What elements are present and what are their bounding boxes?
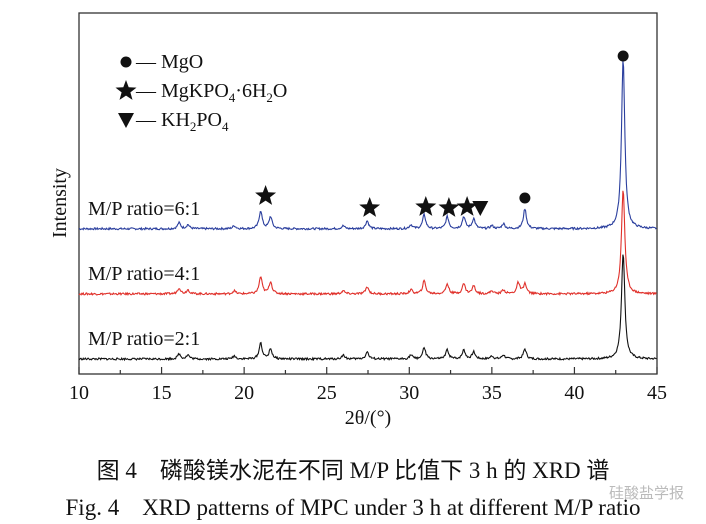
series-line-2 <box>78 190 657 297</box>
x-axis-label: 2θ/(°) <box>345 407 391 429</box>
series-label: M/P ratio=4:1 <box>88 263 200 285</box>
x-tick-label: 35 <box>482 382 502 404</box>
star-icon <box>415 196 437 216</box>
triangle-down-icon <box>118 113 134 128</box>
x-tick-label: 15 <box>152 382 172 404</box>
star-icon <box>359 197 381 217</box>
x-tick-label: 10 <box>69 382 89 404</box>
x-tick-label: 40 <box>564 382 584 404</box>
caption-zh: 图 4 磷酸镁水泥在不同 M/P 比值下 3 h 的 XRD 谱 <box>96 458 610 483</box>
circle-icon <box>617 50 629 62</box>
star-icon <box>456 196 478 216</box>
series-label: M/P ratio=6:1 <box>88 198 200 220</box>
caption-en: Fig. 4 XRD patterns of MPC under 3 h at … <box>65 495 641 520</box>
star-icon <box>115 80 137 100</box>
y-axis-label: Intensity <box>49 168 71 238</box>
series-line-1 <box>78 60 657 231</box>
x-tick-label: 25 <box>317 382 337 404</box>
watermark: 硅酸盐学报 <box>608 484 684 502</box>
x-tick-label: 45 <box>647 382 667 404</box>
triangle-down-icon <box>472 201 489 216</box>
legend-entry: — MgO <box>135 51 203 73</box>
series-label: M/P ratio=2:1 <box>88 328 200 350</box>
legend-entry: — MgKPO4·6H2O <box>135 80 287 105</box>
star-icon <box>438 197 460 217</box>
star-icon <box>255 185 277 205</box>
x-tick-label: 20 <box>234 382 254 404</box>
circle-icon <box>519 192 531 204</box>
legend-entry: — KH2PO4 <box>135 109 229 134</box>
series-line-3 <box>78 254 657 362</box>
circle-icon <box>120 56 132 68</box>
x-tick-label: 30 <box>399 382 419 404</box>
